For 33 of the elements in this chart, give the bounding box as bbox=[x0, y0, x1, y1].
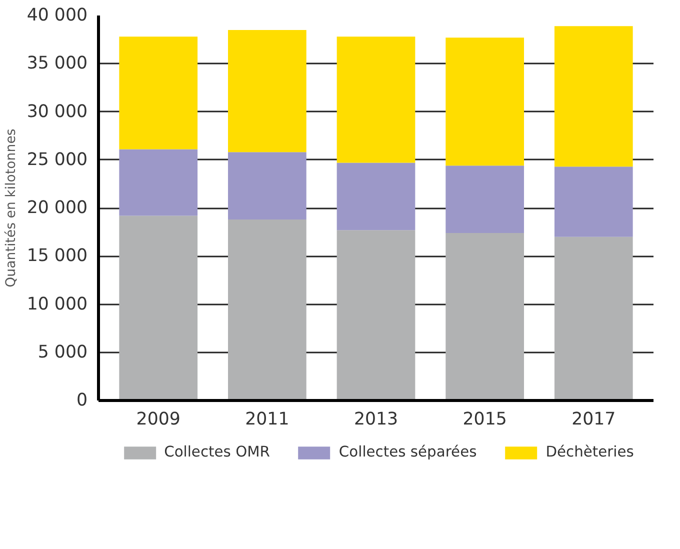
legend-label: Collectes séparées bbox=[338, 444, 477, 460]
bar bbox=[554, 166, 633, 237]
y-tick-label: 30 000 bbox=[26, 102, 88, 122]
y-tick-label: 10 000 bbox=[26, 294, 88, 314]
x-tick-label: 2015 bbox=[462, 410, 507, 430]
bar bbox=[446, 38, 524, 166]
y-tick-label: 25 000 bbox=[26, 150, 88, 170]
bar bbox=[228, 152, 306, 220]
bar bbox=[336, 162, 416, 230]
y-tick-label: 15 000 bbox=[26, 246, 88, 266]
bar bbox=[446, 233, 524, 400]
bar bbox=[119, 216, 198, 400]
x-tick-label: 2009 bbox=[136, 410, 180, 430]
x-tick-label: 2011 bbox=[245, 410, 290, 430]
bar bbox=[228, 220, 306, 400]
x-tick-label: 2017 bbox=[572, 410, 616, 430]
y-tick-label: 0 bbox=[76, 390, 88, 410]
bar bbox=[228, 30, 306, 152]
legend-label: Collectes OMR bbox=[164, 444, 270, 460]
y-tick-label: 20 000 bbox=[26, 198, 88, 218]
bar bbox=[446, 166, 524, 234]
y-tick-label: 35 000 bbox=[26, 54, 88, 74]
y-tick-label: 5 000 bbox=[38, 342, 88, 362]
bar bbox=[554, 236, 633, 400]
legend-label: Déchèteries bbox=[546, 444, 634, 460]
bar bbox=[336, 230, 416, 400]
x-tick-label: 2013 bbox=[354, 410, 398, 430]
y-tick-label: 40 000 bbox=[26, 6, 88, 26]
bar bbox=[336, 36, 416, 163]
bar bbox=[119, 36, 198, 150]
bar bbox=[554, 26, 633, 167]
y-axis-title: Quantités en kilotonnes bbox=[4, 128, 19, 288]
bar bbox=[119, 149, 198, 216]
